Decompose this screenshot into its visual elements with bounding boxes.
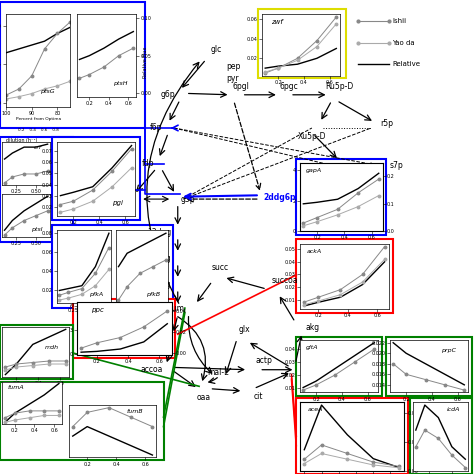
Text: gltA: gltA	[306, 345, 319, 349]
Text: pep: pep	[157, 306, 172, 315]
Bar	[296, 337, 382, 396]
Text: r5p: r5p	[380, 119, 393, 128]
Bar	[52, 137, 140, 220]
Text: crr: crr	[34, 145, 43, 150]
Text: fdp: fdp	[142, 159, 155, 168]
Text: Relative: Relative	[392, 61, 420, 67]
Text: zwf: zwf	[271, 19, 283, 25]
Text: ptsG: ptsG	[39, 89, 54, 94]
Text: e4p: e4p	[332, 170, 346, 179]
Text: Xu5p-D: Xu5p-D	[298, 132, 326, 141]
Text: aceA: aceA	[308, 408, 323, 412]
Text: fumB: fumB	[127, 410, 143, 414]
Bar	[52, 225, 173, 308]
Bar	[296, 159, 386, 235]
Text: ptsH: ptsH	[113, 81, 127, 86]
Text: ac: ac	[306, 358, 315, 367]
Text: cit: cit	[254, 392, 263, 401]
Text: g3p: g3p	[181, 195, 195, 203]
Text: pgi: pgi	[112, 200, 123, 206]
Text: actp: actp	[255, 356, 273, 365]
Text: pfkB: pfkB	[146, 292, 160, 297]
Text: icit: icit	[302, 365, 314, 374]
Bar	[0, 2, 145, 128]
Text: 3pg: 3pg	[156, 254, 171, 263]
Text: dhap: dhap	[109, 195, 128, 203]
Bar	[386, 337, 472, 396]
Text: ptsI: ptsI	[31, 227, 43, 232]
Bar	[0, 382, 164, 460]
Text: mdh: mdh	[45, 346, 59, 350]
Text: glc: glc	[211, 46, 222, 54]
Text: oaa: oaa	[197, 393, 211, 401]
Bar	[258, 9, 346, 78]
Text: succoa: succoa	[271, 276, 298, 285]
Text: dilution (h⁻¹): dilution (h⁻¹)	[6, 138, 37, 143]
Text: Yao da: Yao da	[392, 40, 415, 46]
Text: ppc: ppc	[91, 307, 104, 312]
Text: ackA: ackA	[307, 249, 322, 254]
Text: glx: glx	[238, 325, 250, 334]
Text: f6p: f6p	[150, 124, 163, 132]
Text: Ishii: Ishii	[392, 18, 406, 24]
Text: Relative Flux: Relative Flux	[144, 47, 148, 78]
Text: 6pgl: 6pgl	[232, 82, 249, 91]
Text: mal-L: mal-L	[207, 368, 229, 376]
Text: pyr: pyr	[154, 335, 166, 343]
Text: 2ddg6p: 2ddg6p	[264, 193, 296, 202]
Text: pfkA: pfkA	[89, 292, 103, 297]
Text: prpC: prpC	[441, 348, 456, 353]
Bar	[296, 239, 393, 313]
Text: 2pg: 2pg	[156, 280, 171, 289]
Text: accoa: accoa	[140, 365, 163, 374]
Text: akg: akg	[306, 323, 320, 331]
Bar	[0, 325, 73, 379]
Text: 13dpg: 13dpg	[147, 228, 172, 237]
X-axis label: Percent from Optima: Percent from Optima	[16, 117, 61, 121]
Text: icdA: icdA	[447, 408, 460, 412]
Bar	[73, 299, 175, 358]
Text: pep: pep	[226, 62, 240, 71]
Text: 0.2    0.4    0.6    0.8: 0.2 0.4 0.6 0.8	[18, 128, 59, 132]
Text: succ: succ	[212, 264, 229, 272]
Text: pyr: pyr	[226, 74, 239, 82]
Bar	[0, 137, 73, 242]
Text: fum: fum	[170, 304, 185, 312]
Text: s7p: s7p	[390, 162, 404, 170]
Bar	[410, 398, 472, 474]
Text: 6pgc: 6pgc	[280, 82, 299, 91]
Text: gapA: gapA	[306, 168, 322, 173]
Text: fumA: fumA	[7, 385, 24, 390]
Text: Ru5p-D: Ru5p-D	[326, 82, 354, 91]
Bar	[296, 398, 408, 474]
Text: g6p: g6p	[161, 91, 175, 99]
